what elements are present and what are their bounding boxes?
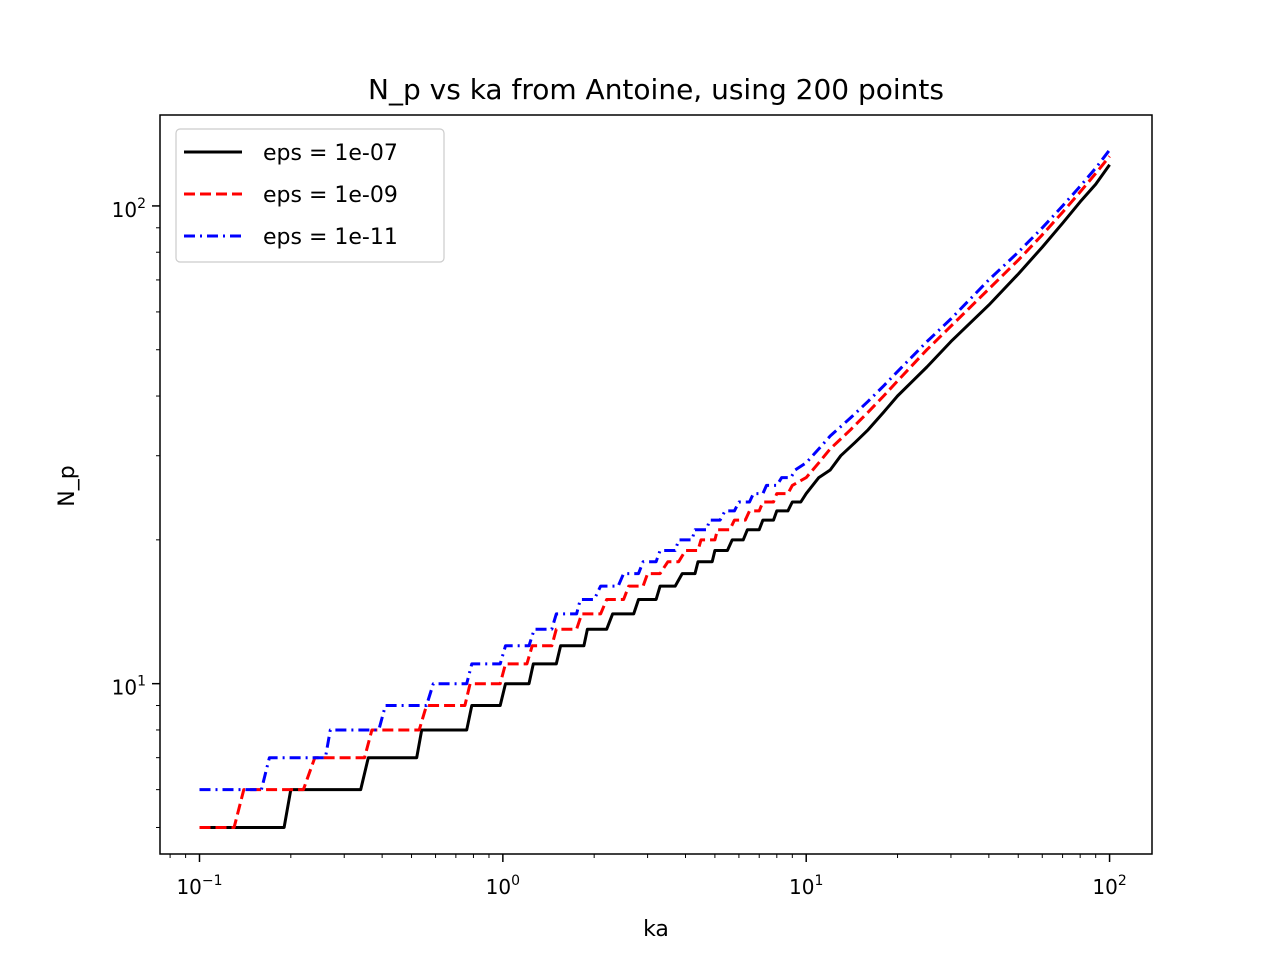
series-layer xyxy=(199,148,1111,829)
series-line-3 xyxy=(199,148,1111,792)
y-axis-label: N_p xyxy=(55,465,80,506)
chart-title: N_p vs ka from Antoine, using 200 points xyxy=(368,73,944,106)
series-line-1 xyxy=(199,163,1111,829)
ticks-layer: 10−1 100 101 102 101 102 xyxy=(112,196,1127,899)
y-tick-label: 102 xyxy=(112,196,146,222)
x-tick-label: 101 xyxy=(789,873,823,899)
series-line-2 xyxy=(199,155,1111,829)
plot-frame xyxy=(159,114,1153,855)
y-tick-label: 101 xyxy=(112,674,146,700)
legend-box xyxy=(175,128,445,263)
legend-label-1: eps = 1e-07 xyxy=(263,141,398,166)
x-tick-label: 102 xyxy=(1092,873,1126,899)
x-axis-label: ka xyxy=(643,917,669,942)
legend-label-3: eps = 1e-11 xyxy=(263,225,398,250)
legend-label-2: eps = 1e-09 xyxy=(263,183,398,208)
legend: eps = 1e-07 eps = 1e-09 eps = 1e-11 xyxy=(175,128,445,263)
x-tick-label: 10−1 xyxy=(176,873,222,899)
x-tick-label: 100 xyxy=(486,873,520,899)
